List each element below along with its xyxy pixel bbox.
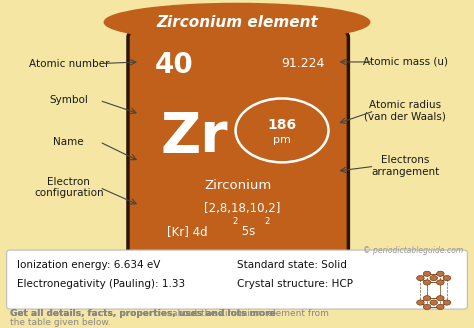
Text: Atomic mass (u): Atomic mass (u) bbox=[363, 57, 448, 67]
Text: Atomic number: Atomic number bbox=[28, 59, 109, 69]
FancyBboxPatch shape bbox=[7, 250, 467, 309]
Circle shape bbox=[423, 296, 431, 301]
Text: the table given below.: the table given below. bbox=[10, 318, 111, 327]
Text: Crystal structure: HCP: Crystal structure: HCP bbox=[237, 279, 353, 289]
Text: Get all details, facts, properties, uses and lots more: Get all details, facts, properties, uses… bbox=[10, 309, 276, 318]
Circle shape bbox=[437, 296, 444, 301]
Text: 40: 40 bbox=[155, 51, 194, 79]
Circle shape bbox=[437, 280, 444, 285]
Text: Zirconium element: Zirconium element bbox=[156, 15, 318, 30]
Text: Ionization energy: 6.634 eV: Ionization energy: 6.634 eV bbox=[17, 260, 160, 270]
Circle shape bbox=[417, 276, 424, 281]
Text: Name: Name bbox=[54, 137, 84, 147]
Circle shape bbox=[437, 304, 444, 310]
Circle shape bbox=[430, 300, 438, 305]
Text: 91.224: 91.224 bbox=[281, 57, 325, 70]
Circle shape bbox=[423, 304, 431, 310]
FancyBboxPatch shape bbox=[128, 29, 348, 259]
Text: [Kr] 4d: [Kr] 4d bbox=[167, 225, 208, 238]
Text: pm: pm bbox=[273, 135, 291, 145]
Text: Symbol: Symbol bbox=[49, 95, 88, 105]
Text: [2,8,18,10,2]: [2,8,18,10,2] bbox=[204, 202, 280, 215]
Circle shape bbox=[417, 300, 424, 305]
Text: 186: 186 bbox=[267, 117, 297, 132]
Text: Atomic radius
(van der Waals): Atomic radius (van der Waals) bbox=[365, 100, 446, 122]
Circle shape bbox=[423, 280, 431, 285]
Text: 2: 2 bbox=[264, 216, 269, 226]
Text: 5s: 5s bbox=[238, 225, 255, 238]
Ellipse shape bbox=[104, 3, 370, 41]
Text: Get all details, facts, properties, uses and lots more: Get all details, facts, properties, uses… bbox=[10, 309, 276, 318]
Circle shape bbox=[437, 271, 444, 277]
Circle shape bbox=[443, 300, 451, 305]
Text: Zr: Zr bbox=[161, 110, 228, 164]
Circle shape bbox=[443, 276, 451, 281]
Text: Zirconium: Zirconium bbox=[205, 179, 272, 192]
Circle shape bbox=[423, 271, 431, 277]
Text: © periodictableguide.com: © periodictableguide.com bbox=[364, 246, 464, 255]
Circle shape bbox=[430, 276, 438, 281]
Text: Standard state: Solid: Standard state: Solid bbox=[237, 260, 347, 270]
Text: Electron
configuration: Electron configuration bbox=[34, 177, 103, 198]
Text: Electronegativity (Pauling): 1.33: Electronegativity (Pauling): 1.33 bbox=[17, 279, 185, 289]
Text: Electrons
arrangement: Electrons arrangement bbox=[371, 155, 439, 177]
Text: 2: 2 bbox=[233, 216, 238, 226]
Text: about the Zirconium element from: about the Zirconium element from bbox=[11, 309, 329, 318]
